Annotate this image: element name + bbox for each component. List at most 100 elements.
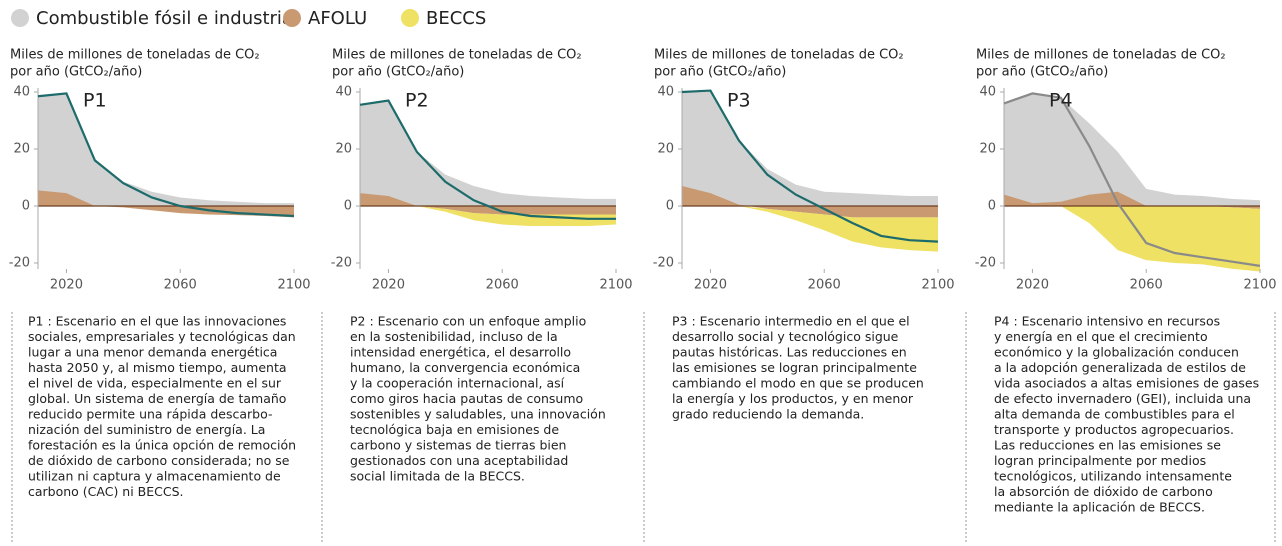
y-axis-label: por año (GtCO₂/año) xyxy=(332,65,464,80)
y-axis-label: Miles de millones de toneladas de CO₂ xyxy=(976,48,1226,63)
panel-label: P3 xyxy=(727,90,751,112)
y-tick-label: -20 xyxy=(975,256,996,271)
description: vida asociados a altas emisiones de gase… xyxy=(994,376,1259,391)
y-tick-label: 40 xyxy=(657,85,674,100)
y-axis-label: Miles de millones de toneladas de CO₂ xyxy=(10,48,260,63)
legend-label: Combustible fósil e industria xyxy=(36,8,293,29)
y-tick-label: 40 xyxy=(979,85,996,100)
description: P1 : Escenario en el que las innovacione… xyxy=(28,314,286,329)
x-tick-label: 2020 xyxy=(372,278,405,293)
y-axis-label: Miles de millones de toneladas de CO₂ xyxy=(332,48,582,63)
description: P2 : Escenario con un enfoque amplio xyxy=(350,314,586,329)
y-tick-label: 20 xyxy=(13,142,30,157)
description: como giros hacia pautas de consumo xyxy=(350,391,583,406)
description: P3 : Escenario intermedio en el que el xyxy=(672,314,910,329)
description: lugar a una menor demanda energética xyxy=(28,345,277,360)
description: desarrollo social y tecnológico sigue xyxy=(672,329,899,344)
description: intensidad energética, el desarrollo xyxy=(350,345,571,360)
description: Las reducciones en las emisiones se xyxy=(994,438,1221,453)
description: mediante la aplicación de BECCS. xyxy=(994,500,1205,515)
x-tick-label: 2060 xyxy=(486,278,519,293)
description: y la cooperación internacional, así xyxy=(350,376,565,391)
legend-swatch xyxy=(283,9,301,27)
area xyxy=(360,193,616,215)
description: forestación es la única opción de remoci… xyxy=(28,438,296,453)
y-tick-label: 0 xyxy=(988,199,996,214)
y-tick-label: 0 xyxy=(666,199,674,214)
line xyxy=(37,92,295,218)
y-tick-label: -20 xyxy=(653,256,674,271)
description: en la sostenibilidad, incluso de la xyxy=(350,329,558,344)
y-tick-label: -20 xyxy=(9,256,30,271)
description: social limitada de la BECCS. xyxy=(350,469,525,484)
x-tick-label: 2060 xyxy=(164,278,197,293)
description: logran principalmente por medios xyxy=(994,453,1206,468)
description: pautas históricas. Las reducciones en xyxy=(672,345,907,360)
y-axis-label: por año (GtCO₂/año) xyxy=(10,65,142,80)
area xyxy=(360,100,616,206)
description: P4 : Escenario intensivo en recursos xyxy=(994,314,1220,329)
area xyxy=(360,206,616,226)
description: económico y la globalización conducen xyxy=(994,345,1239,360)
y-tick-label: 40 xyxy=(335,85,352,100)
x-tick-label: 2100 xyxy=(277,278,310,293)
area xyxy=(38,93,294,206)
description: tecnológicos, utilizando intensamente xyxy=(994,469,1232,484)
description: hasta 2050 y, al mismo tiempo, aumenta xyxy=(28,360,287,375)
description: de dióxido de carbono considerada; no se xyxy=(28,453,290,468)
description: transporte y productos agropecuarios. xyxy=(994,422,1234,437)
description: y energía en el que el crecimiento xyxy=(994,329,1208,344)
line xyxy=(1003,92,1261,267)
description: la energía y los productos, y en menor xyxy=(672,391,914,406)
area xyxy=(1004,93,1260,206)
x-tick-label: 2060 xyxy=(1130,278,1163,293)
legend-label: AFOLU xyxy=(308,8,367,29)
description: reducido permite una rápida descarbo- xyxy=(28,407,272,422)
y-tick-label: -20 xyxy=(331,256,352,271)
y-tick-label: 40 xyxy=(13,85,30,100)
x-tick-label: 2060 xyxy=(808,278,841,293)
area xyxy=(38,190,294,218)
description: el nivel de vida, especialmente en el su… xyxy=(28,376,282,391)
description: utilizan ni captura y almacenamiento de xyxy=(28,469,281,484)
x-tick-label: 2100 xyxy=(1243,278,1276,293)
x-tick-label: 2020 xyxy=(1016,278,1049,293)
panel-label: P4 xyxy=(1049,90,1073,112)
x-tick-label: 2100 xyxy=(921,278,954,293)
description: cambiando el modo en que se producen xyxy=(672,376,924,391)
description: de efecto invernadero (GEI), incluida un… xyxy=(994,391,1251,406)
x-tick-label: 2100 xyxy=(599,278,632,293)
x-tick-label: 2020 xyxy=(50,278,83,293)
y-tick-label: 20 xyxy=(979,142,996,157)
description: carbono y sistemas de tierras bien xyxy=(350,438,566,453)
y-axis-label: por año (GtCO₂/año) xyxy=(976,65,1108,80)
area xyxy=(682,186,938,218)
legend-swatch xyxy=(401,9,419,27)
x-tick-label: 2020 xyxy=(694,278,727,293)
description: sostenibles y saludables, una innovación xyxy=(350,407,606,422)
description: grado reduciendo la demanda. xyxy=(672,407,864,422)
y-axis-label: por año (GtCO₂/año) xyxy=(654,65,786,80)
description: sociales, empresariales y tecnológicas d… xyxy=(28,329,296,344)
legend-label: BECCS xyxy=(426,8,486,29)
description: las emisiones se logran principalmente xyxy=(672,360,917,375)
y-tick-label: 0 xyxy=(344,199,352,214)
y-axis-label: Miles de millones de toneladas de CO₂ xyxy=(654,48,904,63)
y-tick-label: 20 xyxy=(657,142,674,157)
panel-label: P1 xyxy=(83,90,107,112)
description: a la adopción generalizada de estilos de xyxy=(994,360,1246,375)
line xyxy=(681,89,939,243)
description: alta demanda de combustibles para el xyxy=(994,407,1235,422)
y-tick-label: 0 xyxy=(22,199,30,214)
description: la absorción de dióxido de carbono xyxy=(994,484,1213,499)
description: carbono (CAC) ni BECCS. xyxy=(28,484,184,499)
area xyxy=(1004,206,1260,272)
description: global. Un sistema de energía de tamaño xyxy=(28,391,286,406)
line xyxy=(359,99,616,220)
area xyxy=(682,206,938,252)
y-tick-label: 20 xyxy=(335,142,352,157)
description: humano, la convergencia económica xyxy=(350,360,580,375)
legend-swatch xyxy=(11,9,29,27)
description: tecnológica baja en emisiones de xyxy=(350,422,559,437)
